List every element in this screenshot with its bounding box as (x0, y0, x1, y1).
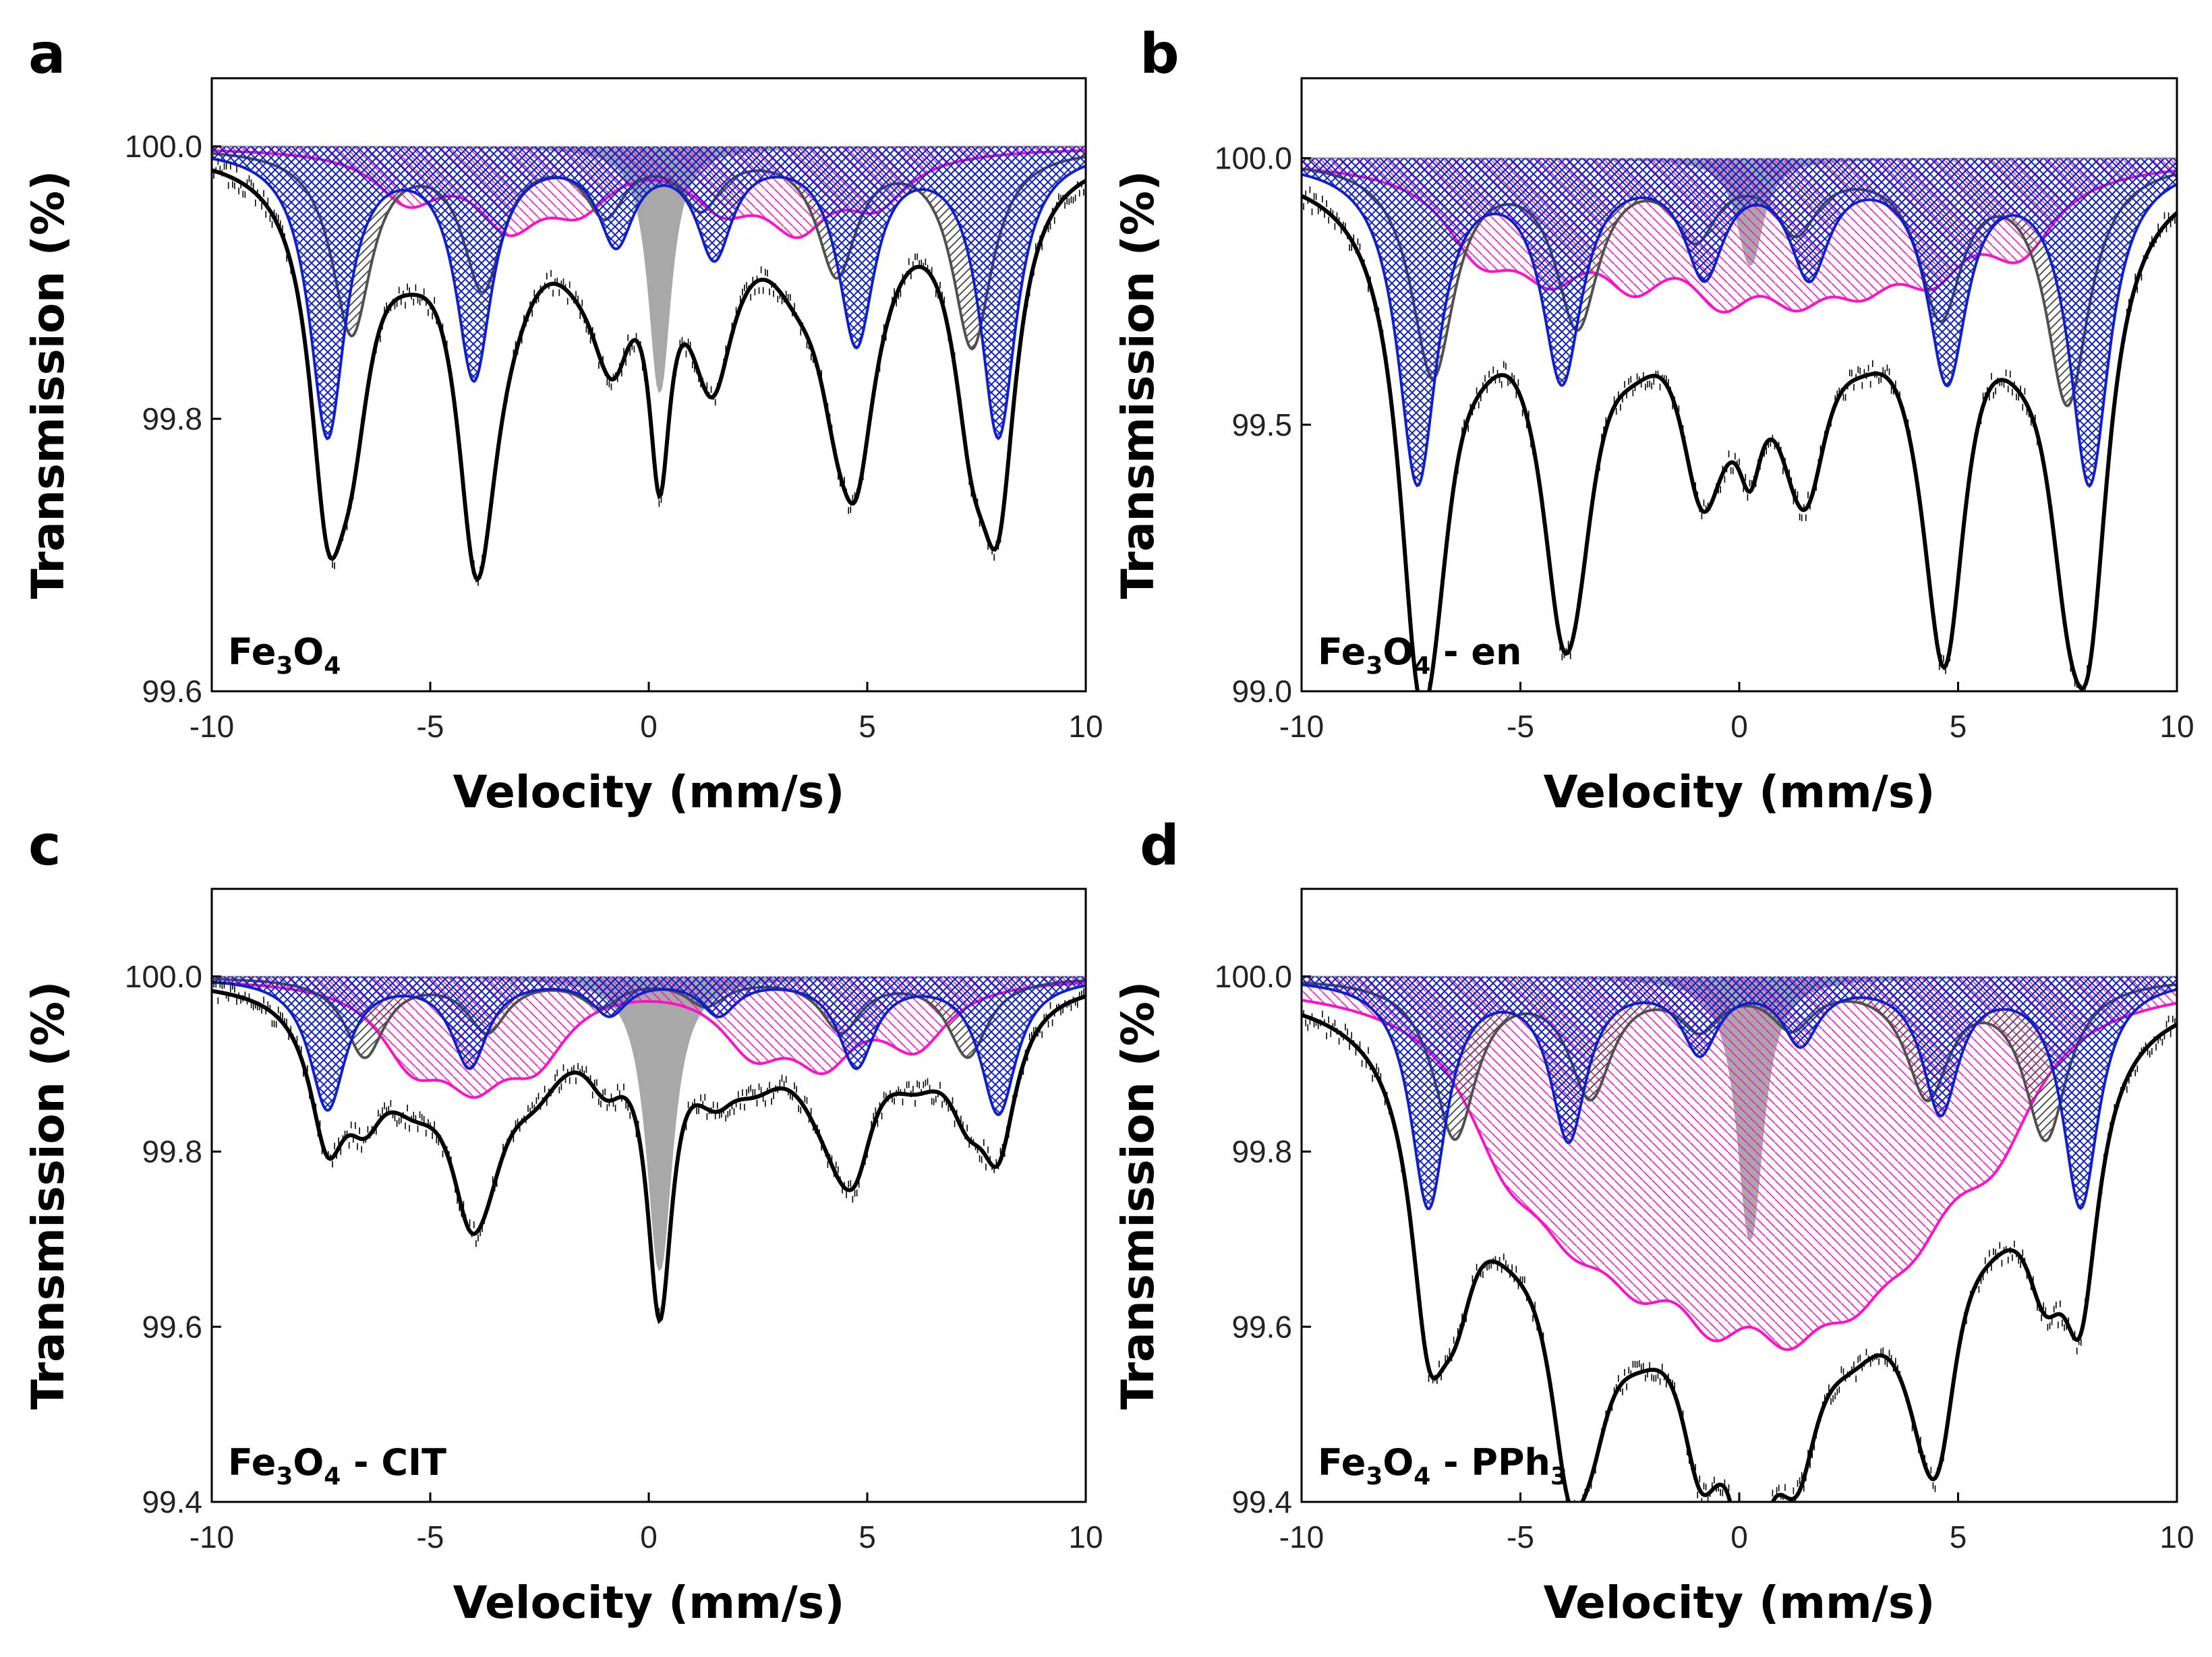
x-axis-label: Velocity (mm/s) (453, 1577, 845, 1629)
x-ticks-c: -10 -5 0 5 10 (190, 1519, 1103, 1554)
plot-area-b (1300, 77, 2178, 693)
panel-b: b 99.0 99.5 100.0 -10 -5 0 5 10 Velocity… (1112, 22, 2194, 818)
x-tick-label: 0 (640, 709, 658, 744)
panel-label-c: c (28, 814, 61, 878)
x-tick-label: 5 (1950, 1519, 1967, 1554)
x-axis-label: Velocity (mm/s) (1544, 766, 1936, 818)
y-tick-label: 99.6 (142, 674, 202, 709)
x-axis-label: Velocity (mm/s) (453, 766, 845, 818)
x-tick-label: -5 (1507, 709, 1534, 744)
x-tick-label: -10 (190, 1519, 234, 1554)
sample-label: Fe3O4 - en (1318, 631, 1521, 680)
x-axis-label: Velocity (mm/s) (1544, 1577, 1936, 1629)
x-tick-label: -10 (190, 709, 234, 744)
y-tick-label: 99.8 (1231, 1134, 1292, 1169)
plot-area-d (1300, 888, 2178, 1503)
x-tick-label: 5 (858, 709, 876, 744)
panel-a: a 99.6 99.8 100.0 -10 -5 0 5 10 Velocity… (22, 22, 1103, 818)
y-tick-label: 99.8 (142, 1134, 202, 1169)
x-tick-label: 10 (2159, 709, 2194, 744)
panel-label-a: a (28, 22, 65, 86)
sample-label: Fe3O4 (228, 631, 341, 680)
panel-label-d: d (1140, 814, 1180, 878)
x-ticks-a: -10 -5 0 5 10 (190, 709, 1103, 744)
site-a-component-fill (212, 146, 1086, 439)
x-tick-label: -10 (1279, 1519, 1324, 1554)
y-tick-label: 99.6 (142, 1309, 202, 1344)
x-tick-label: 5 (1950, 709, 1967, 744)
site-a-component-fill (212, 976, 1086, 1115)
x-tick-label: 10 (1068, 709, 1103, 744)
site-a-component-fill (1302, 158, 2177, 486)
x-tick-label: 10 (2159, 1519, 2194, 1554)
site-a-component-line (1302, 173, 2177, 488)
y-axis-label: Transmission (%) (22, 171, 74, 599)
total-fit-line (1302, 194, 2177, 691)
total-fit-line (212, 989, 1086, 1325)
panel-c: c 99.4 99.6 99.8 100.0 -10 -5 0 5 10 Vel… (22, 814, 1103, 1629)
y-ticks-a: 99.6 99.8 100.0 (125, 129, 202, 709)
panel-d: d 99.4 99.6 99.8 100.0 -10 -5 0 5 10 Vel… (1112, 814, 2194, 1629)
x-tick-label: -10 (1279, 709, 1324, 744)
sample-label: Fe3O4 - PPh3 (1318, 1441, 1567, 1490)
x-tick-label: 0 (1730, 1519, 1748, 1554)
x-tick-label: 5 (858, 1519, 876, 1554)
y-tick-label: 99.6 (1231, 1309, 1292, 1344)
x-ticks-b: -10 -5 0 5 10 (1279, 709, 2194, 744)
y-tick-label: 99.8 (142, 401, 202, 436)
y-axis-label: Transmission (%) (22, 981, 74, 1409)
y-ticks-c: 99.4 99.6 99.8 100.0 (125, 959, 202, 1519)
plot-area-c (210, 888, 1087, 1503)
site-a-component-line (212, 157, 1086, 440)
y-tick-label: 99.4 (142, 1484, 202, 1519)
doublet-component-fill (212, 146, 1086, 392)
site-a-component-fill (1302, 976, 2177, 1209)
plot-content (212, 145, 1086, 586)
y-tick-label: 99.4 (1231, 1484, 1292, 1519)
site-a-component-line (212, 981, 1086, 1117)
y-ticks-d: 99.4 99.6 99.8 100.0 (1215, 959, 1292, 1519)
y-tick-label: 100.0 (1215, 959, 1292, 994)
y-axis-label: Transmission (%) (1112, 981, 1164, 1409)
x-tick-label: 10 (1068, 1519, 1103, 1554)
y-tick-label: 100.0 (125, 129, 202, 164)
y-tick-label: 99.0 (1231, 674, 1292, 709)
y-ticks-b: 99.0 99.5 100.0 (1215, 141, 1292, 709)
y-tick-label: 100.0 (125, 959, 202, 994)
plot-content (1302, 975, 2177, 1502)
plot-content (1302, 157, 2177, 691)
plot-content (212, 975, 1086, 1325)
site-a-component-line (1302, 983, 2177, 1211)
x-tick-label: 0 (1730, 709, 1748, 744)
x-tick-label: -5 (1507, 1519, 1534, 1554)
panel-label-b: b (1140, 22, 1180, 86)
x-tick-label: -5 (417, 1519, 444, 1554)
sample-label: Fe3O4 - CIT (228, 1441, 446, 1490)
total-fit-line (212, 168, 1086, 583)
x-tick-label: 0 (640, 1519, 658, 1554)
doublet-component-fill (212, 976, 1086, 1270)
x-tick-label: -5 (417, 709, 444, 744)
y-axis-label: Transmission (%) (1112, 171, 1164, 599)
y-tick-label: 100.0 (1215, 141, 1292, 176)
total-fit-line (1302, 1013, 2177, 1502)
x-ticks-d: -10 -5 0 5 10 (1279, 1519, 2194, 1554)
y-tick-label: 99.5 (1231, 407, 1292, 442)
plot-area-a (210, 77, 1087, 693)
